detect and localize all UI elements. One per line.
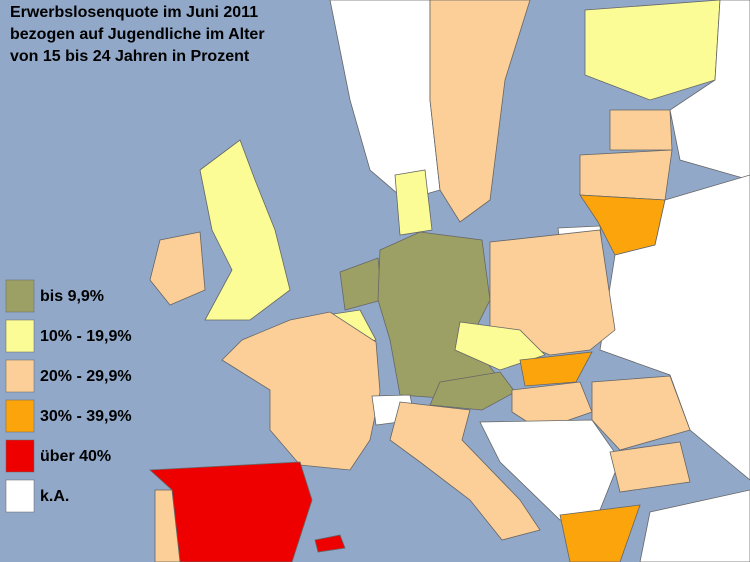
legend-swatch — [5, 399, 35, 433]
finland — [584, 0, 721, 101]
east — [599, 174, 750, 481]
title: Erwerbslosenquote im Juni 2011 bezogen au… — [10, 4, 265, 65]
latvia — [579, 149, 673, 201]
estonia — [609, 109, 673, 151]
bulgaria — [609, 441, 691, 493]
ireland — [149, 231, 206, 306]
turkey — [639, 489, 750, 562]
legend-label: k.A. — [40, 488, 69, 505]
countries — [149, 0, 750, 562]
legend-label: über 40% — [40, 448, 111, 465]
austria — [429, 371, 516, 411]
legend-label: 10% - 19,9% — [40, 328, 132, 345]
denmark — [394, 169, 433, 236]
greece — [559, 504, 641, 562]
romania — [591, 375, 691, 451]
legend-swatch — [5, 439, 35, 473]
slovakia — [519, 351, 593, 387]
russia-east — [669, 0, 750, 181]
legend-swatch — [5, 479, 35, 513]
uk — [199, 139, 291, 321]
balearics — [314, 534, 346, 553]
legend-swatch — [5, 319, 35, 353]
italy — [389, 401, 541, 541]
title-line: von 15 bis 24 Jahren in Prozent — [10, 48, 250, 65]
title-line: Erwerbslosenquote im Juni 2011 — [10, 4, 258, 21]
legend-label: 20% - 29,9% — [40, 368, 132, 385]
legend: bis 9,9% 10% - 19,9% 20% - 29,9% 30% - 39,9… — [5, 279, 132, 513]
legend-swatch — [5, 359, 35, 393]
sweden — [429, 0, 531, 223]
title-line: bezogen auf Jugendliche im Alter — [10, 26, 265, 43]
france — [221, 311, 381, 471]
legend-label: bis 9,9% — [40, 288, 104, 305]
legend-swatch — [5, 279, 35, 313]
legend-label: 30% - 39,9% — [40, 408, 132, 425]
portugal — [154, 489, 181, 562]
